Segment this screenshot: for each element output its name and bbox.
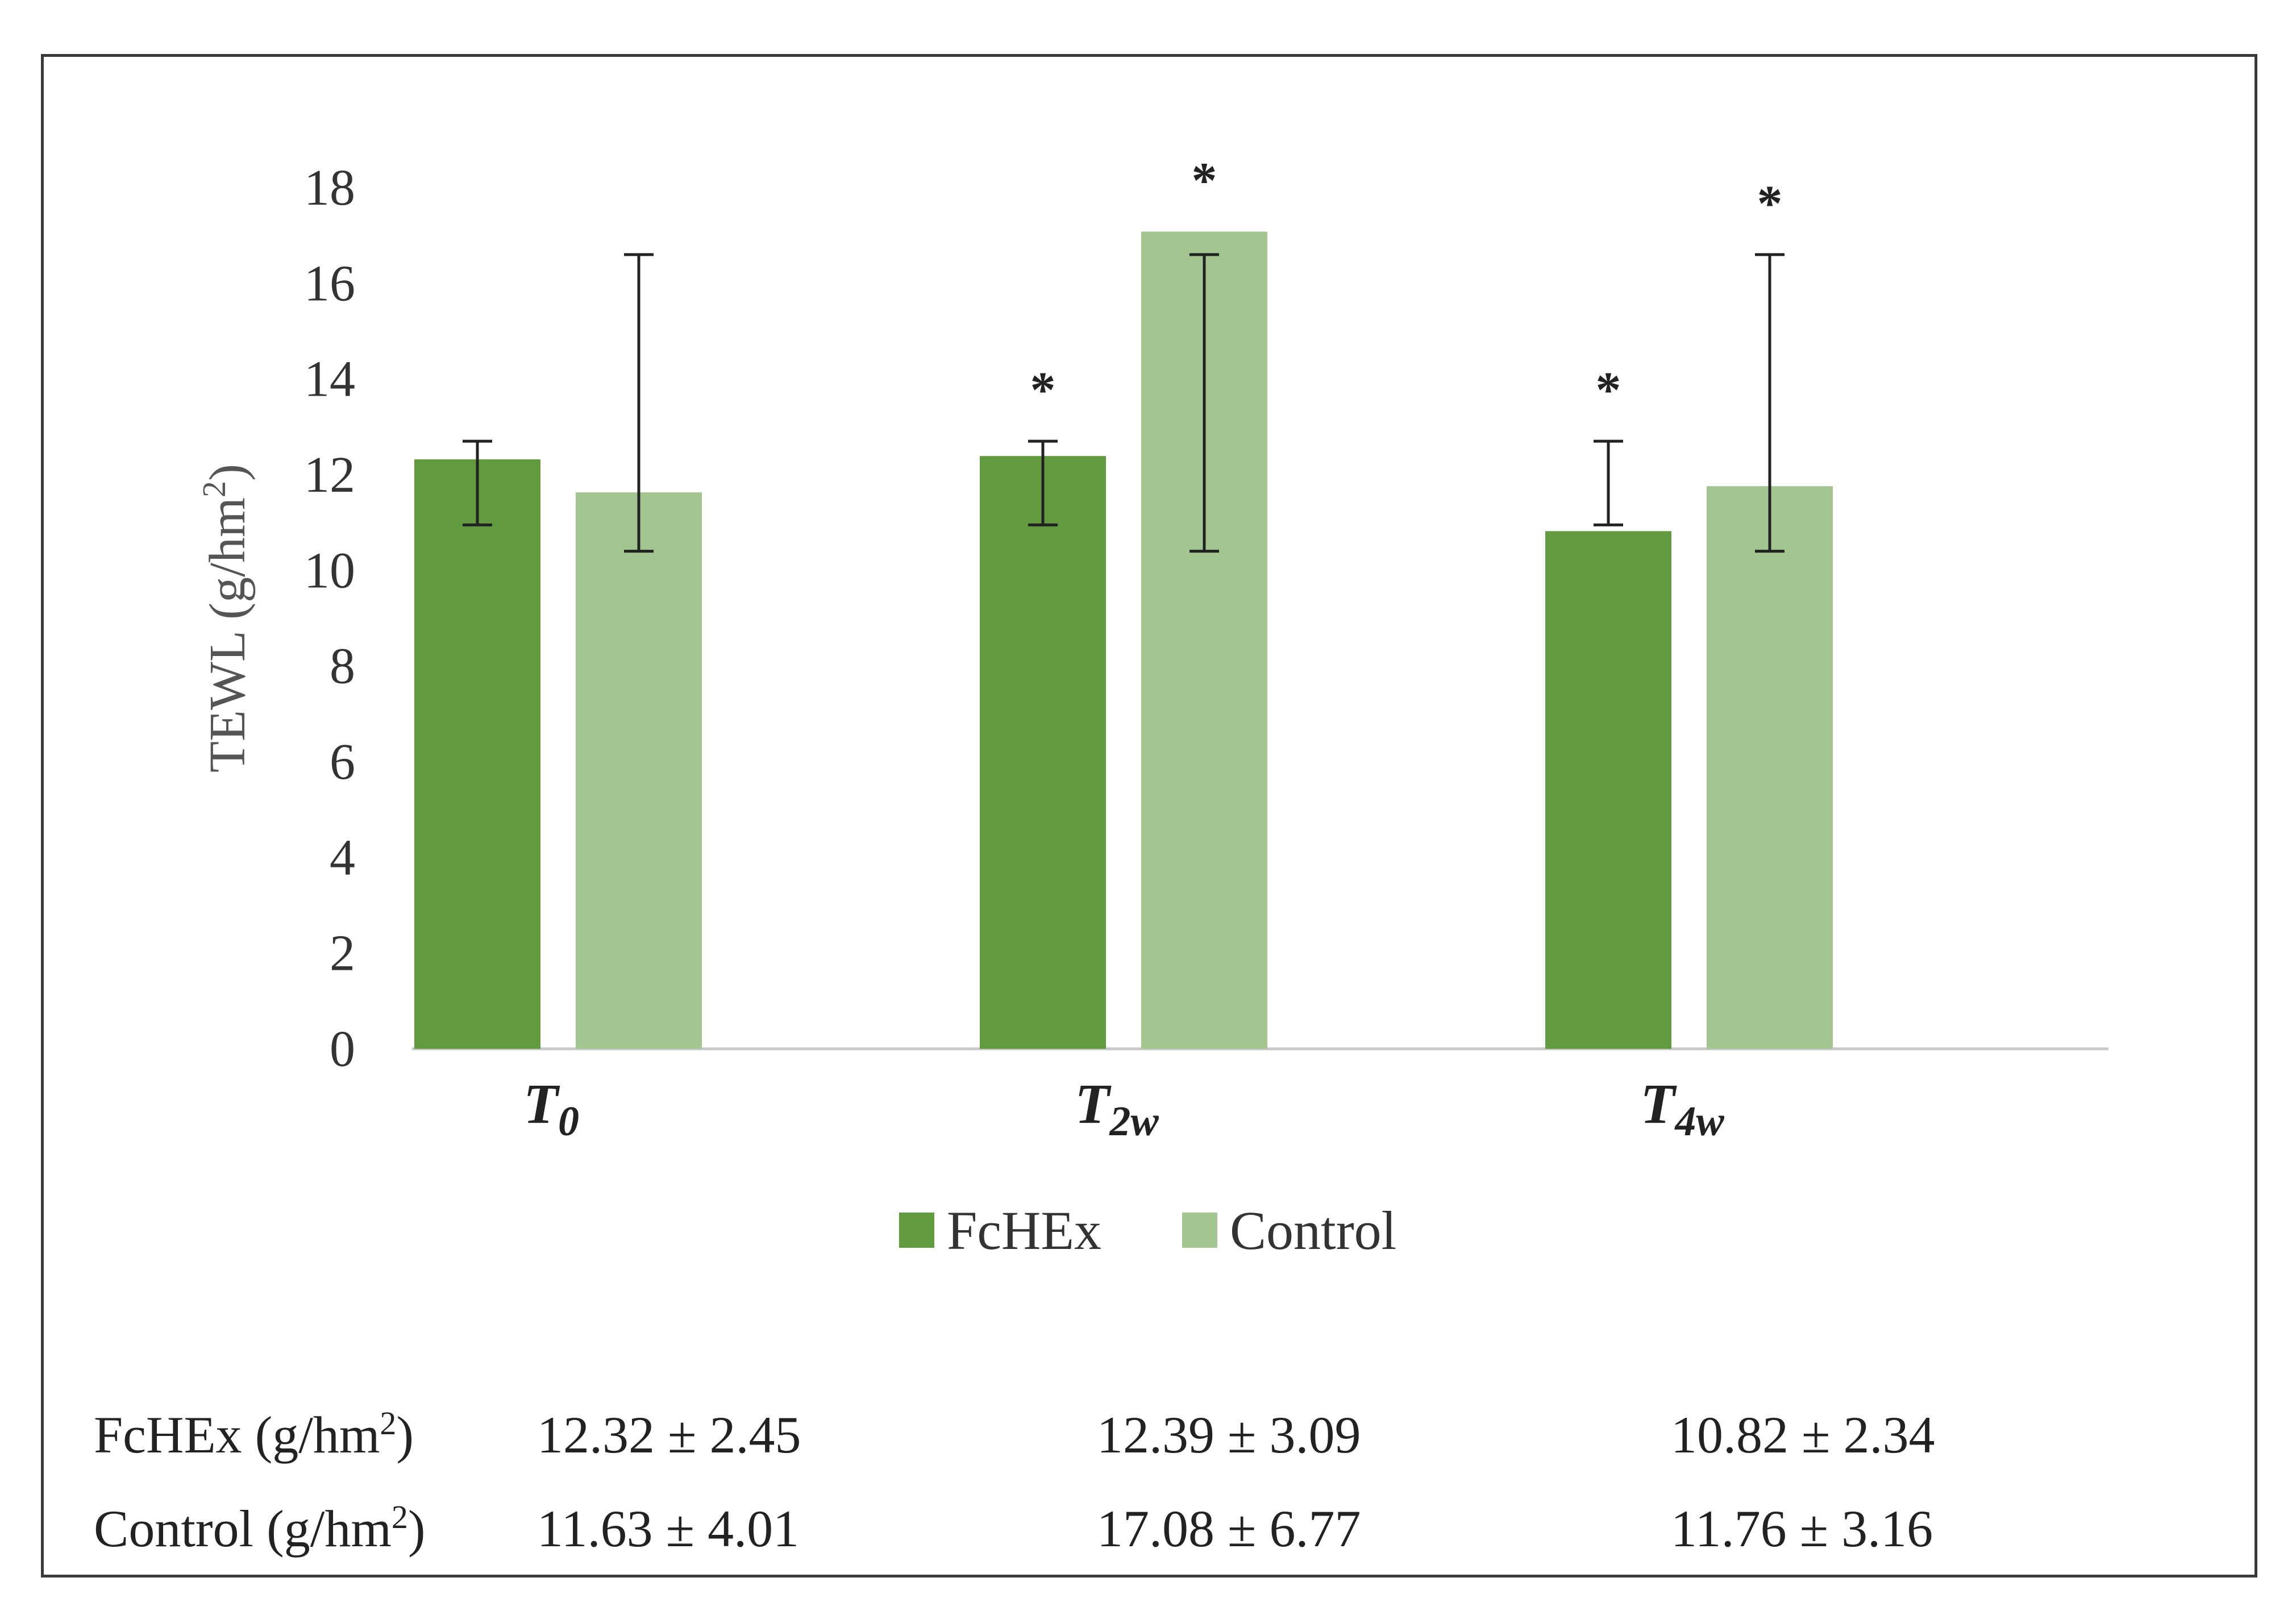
bar-fchex-1 <box>980 456 1106 1049</box>
y-tick-label: 4 <box>330 829 355 886</box>
legend-label-control: Control <box>1230 1200 1396 1261</box>
x-tick-label: T0 <box>523 1072 579 1145</box>
figure-frame <box>41 54 2257 1578</box>
table-row-label: FcHEx (g/hm2) <box>94 1405 414 1464</box>
y-tick-label: 16 <box>304 255 355 312</box>
bar-control-2 <box>1707 486 1833 1049</box>
y-tick-label: 0 <box>330 1021 355 1077</box>
y-axis-label: TEWL (g/hm2) <box>196 464 256 773</box>
significance-star: * <box>1030 362 1056 418</box>
bar-control-0 <box>576 492 702 1049</box>
y-tick-label: 14 <box>304 351 355 408</box>
significance-star: * <box>1596 362 1621 418</box>
table-cell: 10.82 ± 2.34 <box>1671 1406 1935 1464</box>
x-tick-label: T4w <box>1640 1072 1724 1145</box>
table-cell: 11.76 ± 3.16 <box>1671 1500 1933 1558</box>
table-cell: 12.32 ± 2.45 <box>537 1406 801 1464</box>
y-tick-label: 6 <box>330 734 355 790</box>
y-tick-label: 18 <box>304 160 355 216</box>
bar-fchex-0 <box>414 459 540 1049</box>
table-cell: 12.39 ± 3.09 <box>1097 1406 1361 1464</box>
table-cell: 11.63 ± 4.01 <box>537 1500 799 1558</box>
significance-star: * <box>1192 152 1217 209</box>
y-tick-label: 2 <box>330 925 355 982</box>
y-tick-label: 10 <box>304 542 355 599</box>
legend-label-fchex: FcHEx <box>947 1200 1101 1261</box>
x-tick-label: T2w <box>1075 1072 1159 1145</box>
significance-star: * <box>1757 176 1783 232</box>
table-row-label: Control (g/hm2) <box>94 1498 426 1558</box>
legend-swatch-control <box>1182 1213 1217 1248</box>
y-tick-label: 12 <box>304 447 355 503</box>
y-tick-label: 8 <box>330 638 355 695</box>
legend-swatch-fchex <box>899 1213 934 1248</box>
table-cell: 17.08 ± 6.77 <box>1097 1500 1361 1558</box>
bar-fchex-2 <box>1545 531 1671 1049</box>
